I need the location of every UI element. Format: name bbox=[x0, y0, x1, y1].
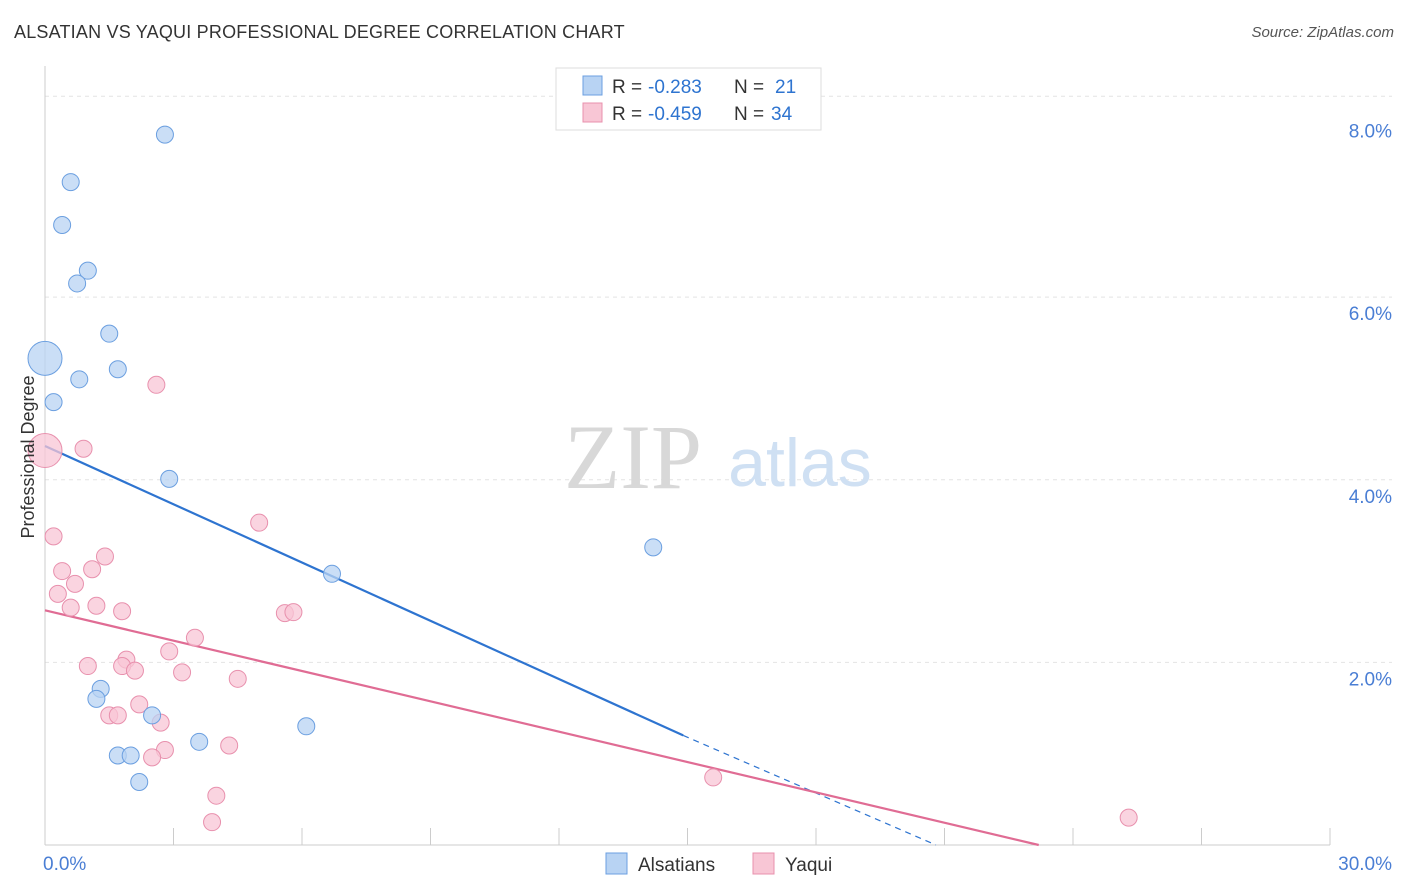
gridlines bbox=[45, 95, 1392, 663]
yaqui-point-3 bbox=[250, 513, 269, 532]
alsatians-point-1 bbox=[61, 173, 80, 192]
trend-lines bbox=[44, 444, 1039, 847]
yaqui-point-0 bbox=[147, 375, 166, 394]
yaqui-point-30 bbox=[704, 768, 723, 787]
legend-alsatians-label: Alsatians bbox=[638, 855, 715, 876]
yaqui-point-9 bbox=[48, 584, 67, 603]
yaqui-point-15 bbox=[185, 628, 204, 647]
alsatians-point-6 bbox=[27, 340, 63, 376]
alsatians-point-17 bbox=[190, 732, 209, 751]
yaqui-point-16 bbox=[160, 642, 179, 661]
yaqui-point-23 bbox=[130, 695, 149, 714]
y-tick-label-0: 2.0% bbox=[1349, 669, 1392, 690]
watermark: ZIP atlas bbox=[564, 406, 872, 508]
legend-yaqui-swatch bbox=[752, 852, 775, 875]
y-tick-label-3: 8.0% bbox=[1349, 122, 1392, 143]
alsatians-point-14 bbox=[87, 689, 106, 708]
legend-yaqui-label: Yaqui bbox=[785, 855, 832, 876]
alsatians-point-2 bbox=[53, 216, 72, 235]
yaqui-n-value: 34 bbox=[771, 104, 793, 125]
alsatians-r-label: R = bbox=[612, 77, 647, 98]
y-tick-label-2: 6.0% bbox=[1349, 304, 1392, 325]
tick-labels: 2.0% 4.0% 6.0% 8.0% 0.0% 30.0% bbox=[43, 122, 1392, 875]
alsatians-point-19 bbox=[121, 746, 140, 765]
yaqui-trend-line bbox=[44, 609, 1039, 847]
alsatians-point-20 bbox=[130, 772, 149, 791]
yaqui-point-21 bbox=[173, 663, 192, 682]
alsatians-r-value: -0.283 bbox=[648, 77, 702, 98]
yaqui-r-value: -0.459 bbox=[648, 104, 702, 125]
alsatians-point-9 bbox=[44, 393, 63, 412]
alsatians-n-label: N = bbox=[734, 77, 769, 98]
watermark-atlas: atlas bbox=[728, 425, 872, 501]
yaqui-point-1 bbox=[27, 433, 63, 469]
chart-title: ALSATIAN VS YAQUI PROFESSIONAL DEGREE CO… bbox=[14, 22, 625, 42]
alsatians-point-0 bbox=[155, 125, 174, 144]
svg-text:R = -0.283 N =: R = -0.283 N = 21 bbox=[612, 77, 796, 98]
alsatians-point-12 bbox=[322, 564, 341, 583]
y-tick-label-1: 4.0% bbox=[1349, 487, 1392, 508]
yaqui-point-11 bbox=[61, 598, 80, 617]
yaqui-point-27 bbox=[220, 736, 239, 755]
alsatians-point-3 bbox=[78, 261, 97, 280]
alsatians-point-10 bbox=[160, 469, 179, 488]
yaqui-swatch bbox=[582, 102, 603, 123]
y-axis-label: Professional Degree bbox=[18, 375, 38, 538]
yaqui-point-5 bbox=[95, 547, 114, 566]
yaqui-point-33 bbox=[1119, 808, 1138, 827]
svg-text:R = -0.459 N =: R = -0.459 N = 34 bbox=[612, 104, 793, 125]
series-legend: Alsatians Yaqui bbox=[605, 852, 832, 876]
yaqui-point-8 bbox=[65, 574, 84, 593]
alsatians-trend-line bbox=[44, 444, 684, 737]
alsatians-point-7 bbox=[108, 360, 127, 379]
yaqui-point-12 bbox=[113, 602, 132, 621]
alsatians-point-4 bbox=[68, 274, 87, 293]
x-tick-label-0: 0.0% bbox=[43, 854, 86, 875]
alsatians-point-5 bbox=[100, 324, 119, 343]
alsatians-point-11 bbox=[644, 538, 663, 557]
yaqui-r-label: R = bbox=[612, 104, 647, 125]
yaqui-point-2 bbox=[74, 439, 93, 458]
yaqui-point-25 bbox=[108, 706, 127, 725]
yaqui-point-32 bbox=[203, 813, 222, 832]
alsatians-point-8 bbox=[70, 370, 89, 389]
data-points bbox=[27, 125, 1138, 832]
legend-alsatians-swatch bbox=[605, 852, 628, 875]
yaqui-point-22 bbox=[228, 669, 247, 688]
yaqui-point-29 bbox=[143, 748, 162, 767]
yaqui-point-6 bbox=[53, 562, 72, 581]
alsatians-n-value: 21 bbox=[775, 77, 796, 98]
yaqui-point-4 bbox=[44, 527, 63, 546]
alsatians-point-16 bbox=[297, 717, 316, 736]
source-label: Source: ZipAtlas.com bbox=[1251, 24, 1394, 41]
alsatians-swatch bbox=[582, 75, 603, 96]
yaqui-point-10 bbox=[87, 596, 106, 615]
watermark-zip: ZIP bbox=[564, 406, 702, 508]
correlation-legend: R = -0.283 N = 21 R = -0.459 N = 34 bbox=[555, 67, 822, 131]
x-tick-label-1: 30.0% bbox=[1338, 854, 1392, 875]
yaqui-point-31 bbox=[207, 786, 226, 805]
yaqui-point-14 bbox=[284, 603, 303, 622]
yaqui-point-7 bbox=[83, 560, 102, 579]
yaqui-n-label: N = bbox=[734, 104, 769, 125]
alsatians-point-15 bbox=[143, 706, 162, 725]
yaqui-point-18 bbox=[78, 657, 97, 676]
yaqui-point-20 bbox=[125, 661, 144, 680]
